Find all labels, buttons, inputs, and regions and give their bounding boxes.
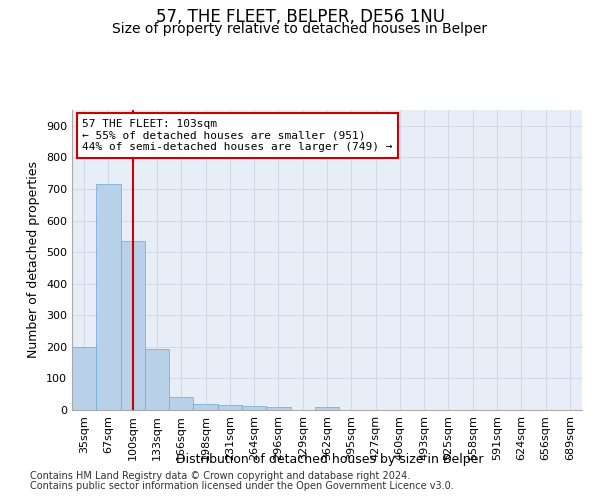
Bar <box>315 407 339 410</box>
Text: Distribution of detached houses by size in Belper: Distribution of detached houses by size … <box>176 452 484 466</box>
Bar <box>121 241 145 410</box>
Text: Contains public sector information licensed under the Open Government Licence v3: Contains public sector information licen… <box>30 481 454 491</box>
Y-axis label: Number of detached properties: Number of detached properties <box>28 162 40 358</box>
Bar <box>242 406 266 410</box>
Bar <box>72 347 96 410</box>
Bar <box>96 184 121 410</box>
Text: Size of property relative to detached houses in Belper: Size of property relative to detached ho… <box>112 22 488 36</box>
Bar <box>218 406 242 410</box>
Text: 57, THE FLEET, BELPER, DE56 1NU: 57, THE FLEET, BELPER, DE56 1NU <box>155 8 445 26</box>
Text: Contains HM Land Registry data © Crown copyright and database right 2024.: Contains HM Land Registry data © Crown c… <box>30 471 410 481</box>
Bar <box>193 404 218 410</box>
Bar <box>145 349 169 410</box>
Bar <box>266 407 290 410</box>
Text: 57 THE FLEET: 103sqm
← 55% of detached houses are smaller (951)
44% of semi-deta: 57 THE FLEET: 103sqm ← 55% of detached h… <box>82 119 392 152</box>
Bar <box>169 396 193 410</box>
